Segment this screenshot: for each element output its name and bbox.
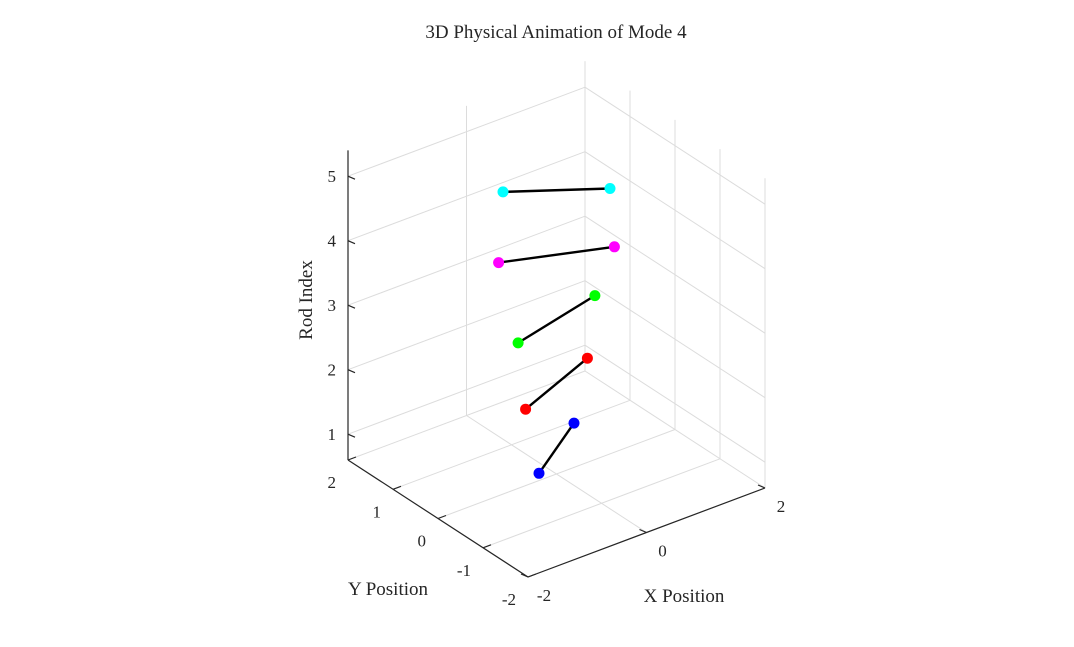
side-wall-grid-z — [584, 280, 766, 399]
rod-1-end-2-point — [568, 417, 580, 429]
side-wall-grid-z — [584, 344, 766, 463]
back-wall-grid-z — [347, 151, 586, 242]
floor-grid-y — [392, 399, 631, 490]
y-tick — [437, 514, 447, 520]
x-tick-label: 2 — [777, 497, 786, 516]
z-tick — [347, 433, 356, 438]
grid-layer — [347, 61, 766, 578]
rod-5-end-1-point — [497, 186, 509, 198]
floor-grid-y — [437, 429, 676, 519]
rod-5-end-2-point — [604, 183, 616, 194]
z-tick — [347, 369, 356, 374]
x-axis-label: X Position — [644, 586, 725, 607]
x-tick — [639, 528, 647, 534]
y-tick-label: 2 — [328, 473, 337, 492]
y-tick-label: 0 — [418, 532, 427, 551]
z-tick — [347, 240, 356, 245]
x-tick-label: -2 — [537, 586, 551, 605]
z-tick-label: 5 — [328, 167, 337, 186]
x-tick — [757, 484, 766, 489]
x-tick-label: 0 — [658, 542, 667, 561]
rod-2-end-1-point — [520, 403, 532, 415]
rod-4-end-1-point — [493, 257, 505, 269]
z-tick — [347, 175, 356, 180]
back-wall-grid-z — [347, 280, 586, 371]
rod-4-end-2-point — [608, 241, 620, 253]
y-tick-label: -2 — [502, 590, 516, 609]
z-tick-label: 3 — [328, 296, 337, 315]
y-tick — [347, 456, 357, 461]
side-wall-grid-z — [584, 215, 766, 334]
rods-layer — [493, 183, 620, 479]
rod-5-line — [502, 187, 611, 194]
z-tick — [347, 304, 356, 309]
tick-labels: -2 0 2 -2 -1 0 1 2 1 2 3 4 5 — [328, 167, 786, 609]
rod-3-end-1-point — [512, 337, 524, 349]
rod-3-line — [517, 294, 596, 344]
z-tick-label: 1 — [328, 425, 337, 444]
rod-2-line — [524, 357, 589, 411]
z-axis-label: Rod Index — [296, 260, 317, 340]
chart-title: 3D Physical Animation of Mode 4 — [425, 22, 687, 43]
y-tick-label: -1 — [457, 561, 471, 580]
side-wall-grid-z — [584, 151, 766, 270]
axes-layer — [347, 150, 766, 578]
back-wall-grid-z — [347, 86, 586, 177]
y-tick — [392, 485, 402, 490]
z-tick-label: 4 — [328, 232, 337, 251]
y-tick-label: 1 — [373, 502, 382, 521]
side-wall-grid-z — [584, 86, 766, 205]
y-axis-label: Y Position — [348, 579, 429, 600]
y-tick — [482, 544, 492, 549]
rod-1-line — [538, 422, 575, 474]
rod-3-end-2-point — [589, 290, 601, 302]
floor-grid-y — [482, 458, 721, 549]
z-tick-label: 2 — [328, 361, 337, 380]
back-wall-grid-z — [347, 344, 586, 435]
y-tick — [527, 573, 537, 578]
rod-2-end-2-point — [581, 352, 593, 364]
rod-1-end-1-point — [533, 467, 545, 479]
x-tick — [520, 573, 529, 578]
rod-4-line — [498, 245, 615, 264]
back-wall-grid-z — [347, 215, 586, 306]
